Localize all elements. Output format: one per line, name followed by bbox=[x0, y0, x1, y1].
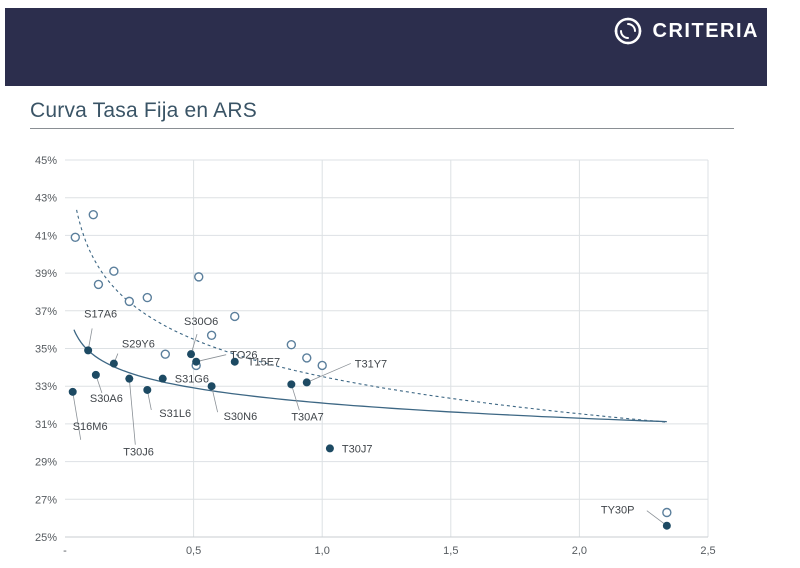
y-tick-label: 27% bbox=[35, 494, 57, 506]
filled-point bbox=[187, 350, 196, 359]
hollow-point bbox=[109, 266, 119, 276]
hollow-point bbox=[317, 360, 327, 371]
filled-point bbox=[302, 378, 311, 387]
y-tick-label: 33% bbox=[35, 381, 57, 393]
x-tick-label: 0,5 bbox=[186, 545, 201, 557]
y-tick-label: 43% bbox=[35, 193, 57, 205]
brand-logo: CRITERIA bbox=[611, 14, 759, 48]
point-label: S29Y6 bbox=[122, 339, 155, 351]
point-labels: S16M6 S17A6 S30A6 S29Y6 T30J6 S31L6 S31G6 S30O6… bbox=[73, 308, 635, 516]
label-leader-line bbox=[290, 384, 300, 411]
point-label: S16M6 bbox=[73, 421, 108, 433]
grid-lines bbox=[65, 159, 709, 538]
label-leaders bbox=[72, 328, 668, 527]
label-leader-line bbox=[128, 378, 136, 445]
data-points bbox=[68, 209, 672, 530]
filled-point bbox=[662, 521, 671, 530]
point-label: T15E7 bbox=[248, 357, 280, 369]
point-label: S30A6 bbox=[90, 393, 123, 405]
filled-point bbox=[143, 385, 152, 394]
filled-point bbox=[68, 387, 77, 396]
hollow-point bbox=[124, 296, 135, 307]
filled-point bbox=[91, 370, 100, 379]
title-divider bbox=[30, 128, 734, 129]
y-tick-label: 29% bbox=[35, 457, 57, 469]
x-tick-label: 2,0 bbox=[572, 545, 587, 557]
filled-point bbox=[207, 382, 216, 391]
y-tick-label: 25% bbox=[35, 532, 57, 544]
filled-point bbox=[192, 357, 201, 366]
point-label: S31G6 bbox=[175, 374, 209, 386]
label-leader-line bbox=[72, 391, 82, 440]
filled-point bbox=[109, 359, 118, 368]
filled-point bbox=[287, 380, 296, 389]
label-leader-line bbox=[211, 386, 218, 413]
trendlines bbox=[73, 209, 667, 423]
filled-point bbox=[230, 357, 239, 366]
y-tick-label: 39% bbox=[35, 268, 57, 280]
hollow-point bbox=[88, 209, 98, 220]
hollow-point bbox=[230, 311, 240, 322]
label-leader-line bbox=[306, 363, 351, 383]
y-tick-label: 37% bbox=[35, 306, 57, 318]
y-tick-label: 41% bbox=[35, 230, 57, 242]
filled-point bbox=[325, 444, 334, 453]
dashed-trendline bbox=[76, 209, 667, 423]
criteria-swirl-icon bbox=[614, 17, 641, 45]
hollow-point bbox=[194, 272, 204, 282]
point-label: TY30P bbox=[601, 505, 635, 517]
filled-point bbox=[125, 374, 134, 383]
y-tick-label: 45% bbox=[35, 155, 57, 167]
x-axis-ticks: - 0,5 1,0 1,5 2,0 2,5 bbox=[63, 545, 715, 557]
solid-trendline bbox=[73, 329, 667, 423]
hollow-point bbox=[142, 292, 153, 303]
point-label: T30J6 bbox=[123, 447, 154, 459]
filled-point bbox=[158, 374, 167, 383]
label-leader-line bbox=[196, 354, 227, 363]
point-label: TO26 bbox=[230, 350, 257, 362]
brand-name: CRITERIA bbox=[652, 19, 759, 42]
x-tick-label: 2,5 bbox=[700, 545, 715, 557]
hollow-point bbox=[160, 349, 171, 359]
x-tick-label: 1,0 bbox=[315, 545, 330, 557]
y-axis-ticks: 25% 27% 29% 31% 33% 35% 37% 39% 41% 43% 45% bbox=[35, 155, 57, 544]
page-title: Curva Tasa Fija en ARS bbox=[30, 99, 257, 122]
x-tick-label: 1,5 bbox=[443, 545, 458, 557]
y-tick-label: 31% bbox=[35, 419, 57, 431]
hollow-point bbox=[302, 353, 312, 363]
hollow-point bbox=[70, 232, 80, 242]
filled-point bbox=[84, 346, 93, 355]
hollow-point bbox=[286, 340, 297, 350]
point-label: S17A6 bbox=[84, 308, 117, 320]
point-label: S30N6 bbox=[224, 411, 258, 423]
header-banner: CRITERIA bbox=[5, 8, 767, 86]
x-tick-label: - bbox=[63, 545, 67, 557]
y-tick-label: 35% bbox=[35, 344, 57, 356]
point-label: T30A7 bbox=[291, 411, 323, 423]
hollow-point bbox=[206, 330, 217, 341]
point-label: S31L6 bbox=[159, 408, 191, 420]
point-label: S30O6 bbox=[184, 316, 218, 328]
hollow-point bbox=[93, 279, 104, 290]
point-label: T31Y7 bbox=[355, 358, 387, 370]
point-label: T30J7 bbox=[342, 443, 373, 455]
label-leader-line bbox=[646, 510, 668, 527]
hollow-point bbox=[662, 507, 672, 518]
